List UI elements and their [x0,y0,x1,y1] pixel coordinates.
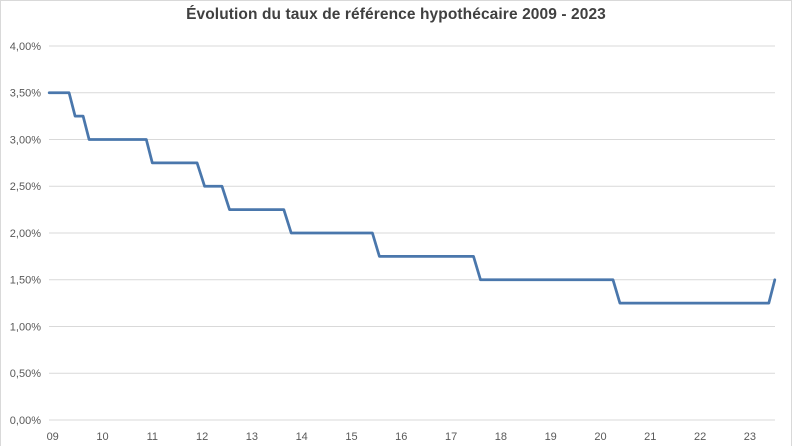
y-axis-tick-label: 2,50% [10,181,41,193]
y-axis-tick-label: 0,00% [10,415,41,427]
chart-title: Évolution du taux de référence hypothéca… [186,6,606,23]
x-axis-tick-label: 22 [694,431,706,443]
x-axis-tick-label: 21 [644,431,656,443]
x-axis-tick-label: 10 [96,431,108,443]
x-axis-tick-label: 13 [246,431,258,443]
y-axis-tick-label: 4,00% [10,41,41,53]
x-axis-tick-label: 20 [594,431,606,443]
x-axis-tick-label: 09 [47,431,59,443]
x-axis-tick-label: 15 [345,431,357,443]
x-axis-tick-label: 14 [296,431,308,443]
rate-line-series [47,91,777,305]
y-axis-tick-label: 1,50% [10,275,41,287]
y-axis-tick-label: 1,00% [10,321,41,333]
x-axis-tick-label: 11 [147,431,158,443]
x-axis-tick-label: 16 [395,431,407,443]
x-axis-tick-label: 12 [196,431,208,443]
y-axis-tick-label: 3,00% [10,134,41,146]
y-axis-tick-label: 0,50% [10,368,41,380]
x-axis-tick-label: 17 [445,431,457,443]
x-axis-tick-label: 18 [495,431,507,443]
y-axis-tick-label: 2,00% [10,228,41,240]
x-axis-tick-label: 19 [545,431,557,443]
y-axis-tick-label: 3,50% [10,88,41,100]
x-axis-tick-label: 23 [744,431,756,443]
